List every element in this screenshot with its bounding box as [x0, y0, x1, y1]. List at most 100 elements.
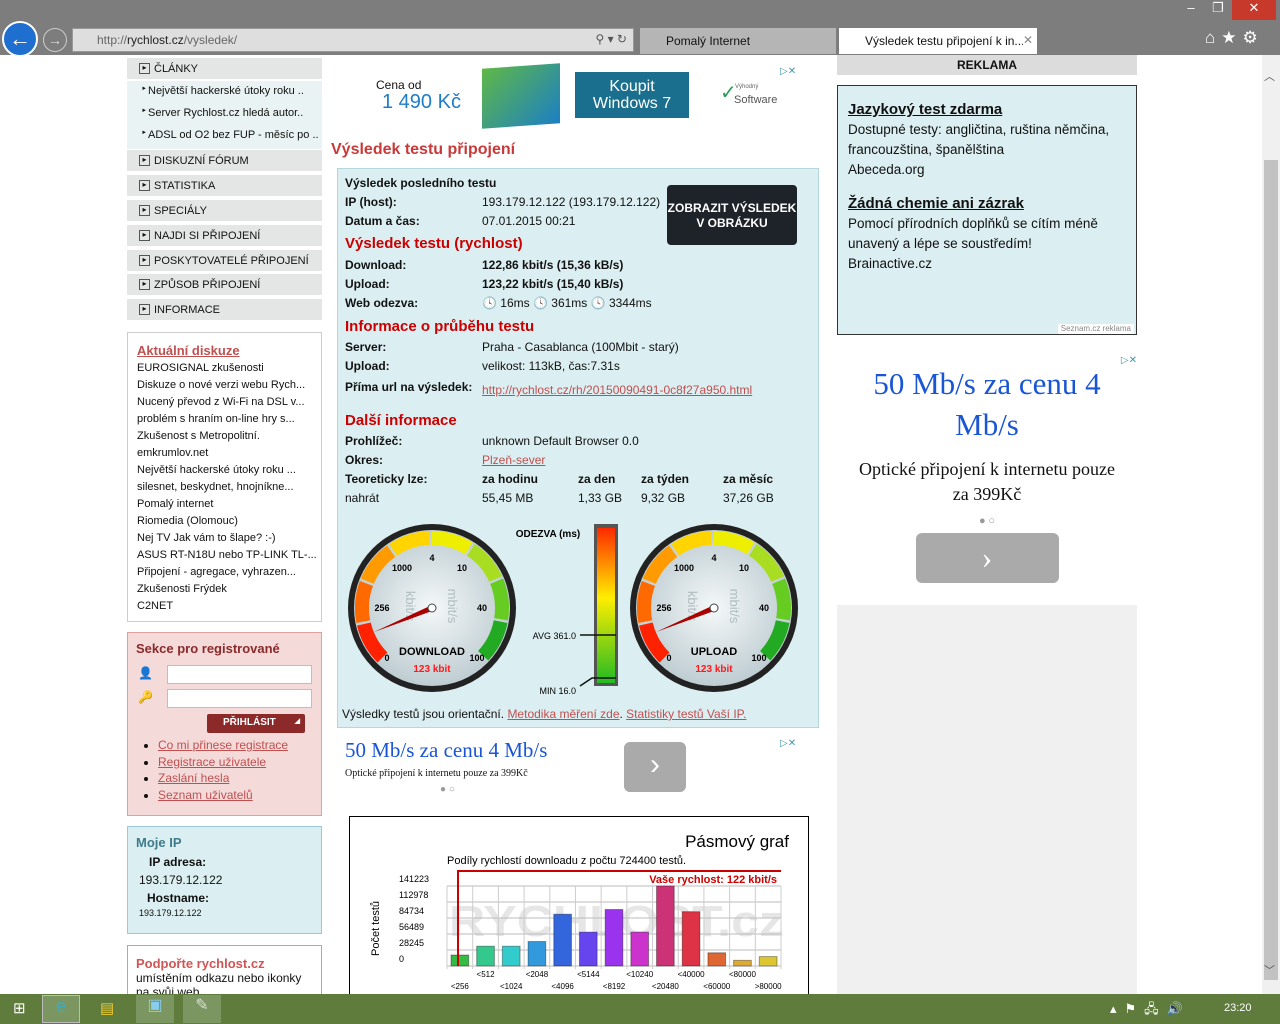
url-path: /vysledek/	[183, 33, 238, 47]
ad1-title[interactable]: Jazykový test zdarma	[848, 101, 1003, 118]
ad2-site[interactable]: Brainactive.cz	[848, 256, 933, 271]
menu-informace[interactable]: INFORMACE	[127, 299, 322, 322]
gauge-tick: 4	[711, 553, 716, 563]
discussion-link[interactable]: Největší hackerské útoky roku ...	[137, 464, 296, 476]
menu-specialy[interactable]: SPECIÁLY	[127, 200, 322, 223]
bar-<4096	[553, 913, 572, 967]
tab-vysledek[interactable]: Výsledek testu připojení k in... ✕	[839, 28, 1037, 54]
menu-clanky[interactable]: ČLÁNKY	[127, 58, 322, 81]
password-input[interactable]	[167, 689, 312, 708]
support-title: Podpořte rychlost.cz	[136, 956, 265, 971]
adchoices-icon[interactable]: ▷✕	[780, 66, 797, 77]
network-app-icon[interactable]: ▣	[136, 995, 174, 1023]
minimize-button[interactable]: –	[1187, 0, 1195, 15]
discussion-link[interactable]: problém s hraním on-line hry s...	[137, 413, 295, 425]
address-bar[interactable]: http://rychlost.cz/vysledek/ ⚲ ▾ ↻	[72, 28, 634, 52]
clock[interactable]: 23:20	[1224, 1002, 1252, 1014]
unit-mbit: mbit/s	[727, 589, 742, 624]
min-marker	[579, 677, 616, 687]
bar-<40000	[681, 911, 701, 967]
tray-icons[interactable]: ▴⚑🖧🔊	[1110, 1001, 1191, 1016]
show-image-button[interactable]: ZOBRAZIT VÝSLEDEK V OBRÁZKU	[667, 185, 797, 245]
adchoices-icon[interactable]: ▷✕	[780, 738, 797, 749]
article-link[interactable]: Server Rychlost.cz hledá autor..	[127, 103, 322, 125]
discussions-title[interactable]: Aktuální diskuze	[137, 343, 240, 358]
menu-poskytovatele[interactable]: POSKYTOVATELÉ PŘIPOJENÍ	[127, 250, 322, 273]
result-url-link[interactable]: http://rychlost.cz/rh/20150090491-0c8f27…	[482, 383, 753, 397]
forward-button[interactable]: →	[43, 28, 67, 52]
link-register[interactable]: Registrace uživatele	[158, 754, 267, 769]
banner-title[interactable]: 50 Mb/s za cenu 4 Mb/s	[873, 366, 1101, 442]
mid-ad-next-button[interactable]: ›	[624, 742, 686, 792]
ie-taskbar-icon[interactable]: e	[42, 995, 80, 1023]
bar-<10240	[630, 931, 650, 967]
menu-najdi-si-pripojeni[interactable]: NAJDI SI PŘIPOJENÍ	[127, 225, 322, 248]
ping-label: Web odezva:	[345, 296, 419, 310]
discussion-link[interactable]: Připojení - agregace, vyhrazen...	[137, 566, 296, 578]
district-link[interactable]: Plzeň-sever	[482, 453, 546, 467]
discussion-link[interactable]: Zkušenost s Metropolitní.	[137, 430, 260, 442]
menu-statistika[interactable]: STATISTIKA	[127, 175, 322, 198]
dropdown-icon[interactable]: ◢	[294, 718, 300, 725]
home-favorites-settings-icons[interactable]: ⌂★⚙	[1205, 28, 1264, 47]
tab-pomaly-internet[interactable]: Pomalý Internet	[640, 28, 836, 54]
article-link[interactable]: Největší hackerské útoky roku ..	[127, 81, 322, 103]
close-tab-icon[interactable]: ✕	[1022, 33, 1033, 47]
start-icon[interactable]: ⊞	[13, 1000, 26, 1017]
discussion-link[interactable]: Riomedia (Olomouc)	[137, 515, 238, 527]
restore-button[interactable]: ❐	[1212, 0, 1224, 15]
close-window-button[interactable]: ✕	[1232, 0, 1276, 20]
discussion-link[interactable]: EUROSIGNAL zkušenosti	[137, 362, 264, 374]
more-table: Prohlížeč: unknown Default Browser 0.0 Ok…	[345, 434, 774, 510]
discussion-link[interactable]: ASUS RT-N18U nebo TP-LINK TL-...	[137, 549, 317, 561]
discussion-link[interactable]: Nej TV Jak vám to šlape? :-)	[137, 532, 276, 544]
discussion-link[interactable]: Nucený převod z Wi-Fi na DSL v...	[137, 396, 305, 408]
banner-next-button[interactable]: ›	[915, 533, 1059, 583]
scroll-down-icon[interactable]: ﹀	[1264, 965, 1275, 977]
date-label: Datum a čas:	[345, 214, 420, 228]
scroll-up-icon[interactable]: ︿	[1264, 71, 1275, 83]
method-link[interactable]: Metodika měření zde	[507, 707, 620, 721]
menu-diskuzni-forum[interactable]: DISKUZNÍ FÓRUM	[127, 150, 322, 173]
latency-min: MIN 16.0	[539, 686, 576, 696]
explorer-icon[interactable]: ▤	[100, 1000, 115, 1017]
discussion-link[interactable]: C2NET	[137, 600, 174, 612]
discussion-link[interactable]: Diskuze o nové verzi webu Rych...	[137, 379, 306, 391]
link-benefits[interactable]: Co mi přinese registrace	[158, 738, 289, 752]
x-tick-label: <20480	[652, 982, 679, 991]
scrollbar-thumb[interactable]	[1264, 160, 1278, 980]
search-refresh-icon[interactable]: ⚲ ▾ ↻	[595, 32, 627, 46]
ad2-title[interactable]: Žádná chemie ani zázrak	[848, 195, 1024, 212]
paint-icon[interactable]: ✎	[183, 995, 221, 1023]
adchoices-icon[interactable]: ▷✕	[1120, 355, 1137, 366]
username-input[interactable]	[167, 665, 312, 684]
windows-box-image	[482, 63, 560, 129]
value-week: 9,32 GB	[641, 491, 686, 505]
ad1-site[interactable]: Abeceda.org	[848, 162, 925, 177]
text-ads: Jazykový test zdarma Dostupné testy: ang…	[837, 85, 1137, 335]
host-label: Hostname:	[147, 891, 210, 905]
mid-ad-title[interactable]: 50 Mb/s za cenu 4 Mb/s	[345, 738, 548, 762]
menu-zpusob-pripojeni[interactable]: ZPŮSOB PŘIPOJENÍ	[127, 274, 322, 297]
login-links: Co mi přinese registrace Registrace uživ…	[118, 737, 288, 803]
link-users[interactable]: Seznam uživatelů	[158, 787, 253, 802]
stats-link[interactable]: Statistiky testů Vaší IP.	[626, 707, 747, 721]
banner-dots[interactable]: ● ○	[978, 515, 996, 527]
speed-table: Download: 122,86 kbit/s (15,36 kB/s) Uplo…	[345, 258, 652, 315]
discussion-link[interactable]: Zkušenosti Frýdek	[137, 583, 227, 595]
bar-<60000	[707, 952, 727, 967]
back-button[interactable]: ←	[2, 21, 38, 57]
period-week: za týden	[641, 472, 690, 486]
article-link[interactable]: ADSL od O2 bez FUP - měsíc po ..	[127, 125, 322, 147]
upload-label: Upload:	[345, 277, 390, 291]
note-text: Výsledky testů jsou orientační.	[342, 707, 505, 721]
login-button[interactable]: PŘIHLÁSIT ◢	[207, 714, 305, 733]
band-chart: RYCHLOST.cz Pásmový graf Podíly rychlost…	[349, 816, 809, 994]
download-label: DOWNLOAD	[399, 646, 465, 658]
discussion-link[interactable]: Pomalý internet	[137, 498, 214, 510]
discussion-link[interactable]: silesnet, beskydnet, hnojníkne...	[137, 481, 294, 493]
mid-ad-dots[interactable]: ● ○	[440, 784, 455, 795]
buy-windows-button[interactable]: Koupit Windows 7	[575, 72, 689, 118]
discussion-link[interactable]: emkrumlov.net	[137, 447, 209, 459]
link-password[interactable]: Zaslání hesla	[158, 771, 230, 785]
